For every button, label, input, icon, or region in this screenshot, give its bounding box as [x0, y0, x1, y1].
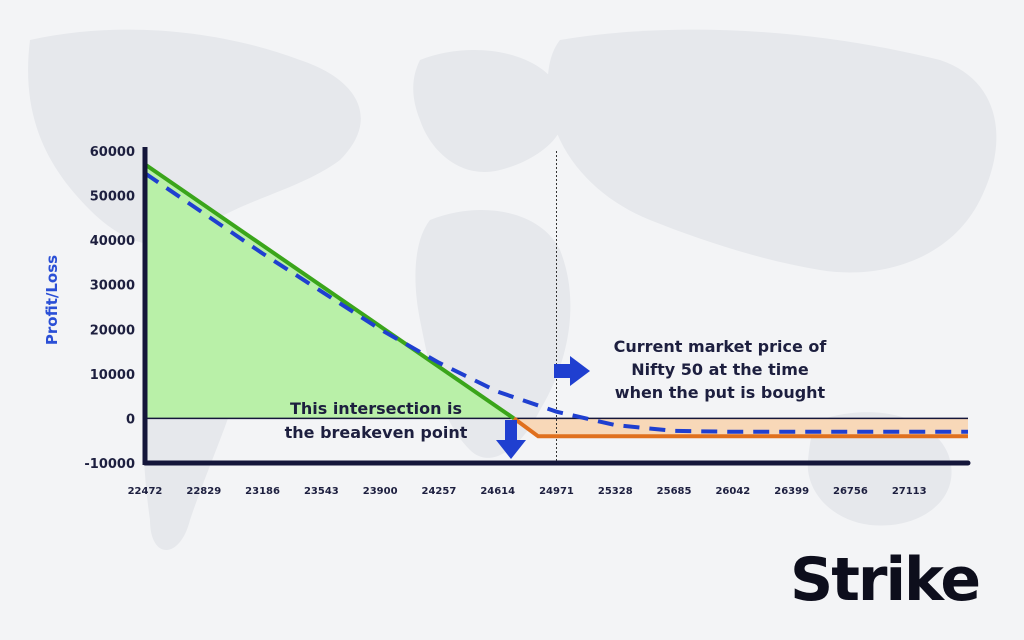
current-price-annotation-line3: when the put is bought — [615, 383, 826, 402]
breakeven-annotation-line1: This intersection is — [290, 399, 462, 418]
right-arrow-icon — [554, 356, 590, 386]
current-price-annotation-line2: Nifty 50 at the time — [631, 360, 809, 379]
current-price-annotation-line1: Current market price of — [614, 337, 828, 356]
x-tick-label: 22472 — [128, 486, 163, 497]
x-tick-labels: 22472 22829 23186 23543 23900 24257 24614 24971… — [128, 486, 927, 497]
strike-logo-text: Strike — [790, 545, 981, 615]
x-tick-label: 23900 — [363, 486, 398, 497]
x-tick-label: 25685 — [657, 486, 692, 497]
x-tick-label: 26399 — [774, 486, 809, 497]
x-tick-label: 22829 — [186, 486, 221, 497]
y-tick-label: 10000 — [90, 368, 135, 383]
y-tick-label: -10000 — [84, 457, 135, 472]
y-tick-label: 20000 — [90, 323, 135, 338]
x-tick-label: 25328 — [598, 486, 633, 497]
long-put-payoff-green-line — [143, 162, 516, 421]
x-tick-label: 26756 — [833, 486, 868, 497]
down-arrow-icon — [496, 420, 526, 459]
y-tick-label: 60000 — [90, 145, 135, 160]
x-tick-label: 24971 — [539, 486, 574, 497]
x-tick-label: 24614 — [480, 486, 515, 497]
x-tick-label: 23186 — [245, 486, 280, 497]
y-tick-labels: 60000 50000 40000 30000 20000 10000 0 -10000 — [84, 145, 135, 472]
y-tick-label: 50000 — [90, 190, 135, 205]
y-tick-label: 40000 — [90, 234, 135, 249]
x-tick-label: 26042 — [715, 486, 750, 497]
long-put-payoff-orange-line — [512, 416, 968, 439]
loss-area-fill — [513, 418, 968, 437]
x-tick-label: 24257 — [422, 486, 457, 497]
premium-curve-dashed-line — [143, 171, 968, 434]
strike-logo: Strike — [790, 550, 981, 610]
y-tick-label: 0 — [126, 412, 135, 427]
x-tick-label: 27113 — [892, 486, 927, 497]
breakeven-annotation-line2: the breakeven point — [285, 423, 468, 442]
y-tick-label: 30000 — [90, 279, 135, 294]
x-tick-label: 23543 — [304, 486, 339, 497]
y-axis-label: Profit/Loss — [43, 255, 61, 345]
